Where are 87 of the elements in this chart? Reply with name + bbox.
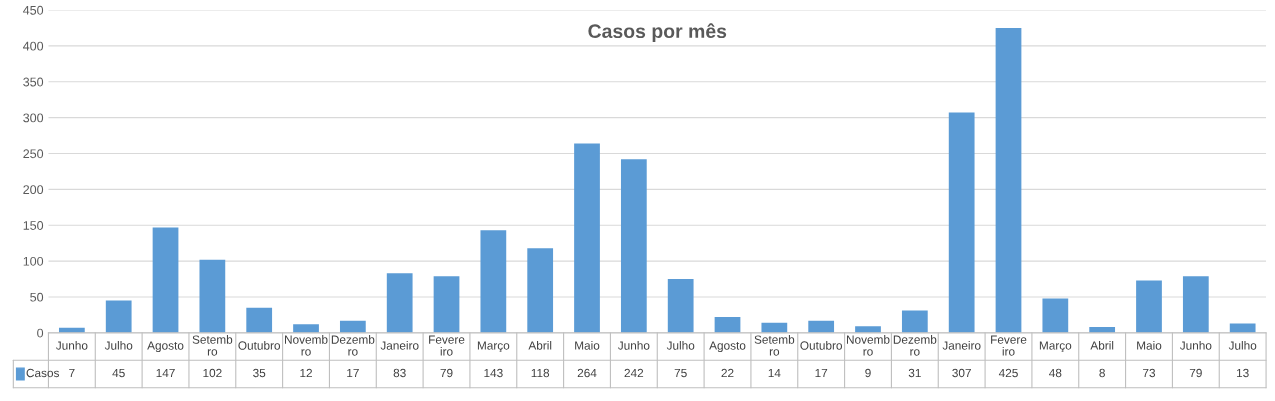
x-tick-label: Janeiro	[380, 341, 419, 350]
bar	[293, 324, 319, 333]
data-label: 147	[156, 368, 175, 378]
x-tick-label: Agosto	[147, 341, 184, 353]
bar	[714, 317, 741, 333]
y-tick-label: 350	[23, 77, 44, 87]
data-label: 48	[1049, 368, 1062, 378]
data-label: 14	[768, 368, 781, 378]
bar	[480, 230, 507, 333]
x-tick-label: Junho	[1179, 341, 1212, 350]
x-tick-label: Dezembro	[893, 335, 937, 356]
data-label: 9	[865, 368, 871, 378]
bar	[1182, 276, 1209, 333]
bar	[246, 307, 273, 333]
bar	[1042, 298, 1069, 333]
y-tick-label: 150	[23, 221, 44, 230]
bar	[948, 112, 975, 333]
y-tick-label: 50	[30, 292, 44, 302]
bar	[339, 320, 366, 333]
data-label: 13	[1236, 368, 1249, 378]
data-label: 8	[1099, 368, 1105, 378]
data-label: 31	[908, 368, 921, 378]
data-label: 7	[69, 368, 75, 378]
data-label: 83	[393, 368, 406, 378]
x-tick-label: Fevereiro	[429, 335, 465, 356]
x-tick-label: Agosto	[709, 341, 746, 353]
data-label: 143	[484, 368, 503, 378]
x-tick-label: Junho	[55, 341, 88, 350]
x-tick-label: Maio	[1137, 341, 1162, 350]
bar	[199, 259, 226, 333]
bar	[761, 322, 788, 333]
x-tick-label: Setembro	[754, 335, 795, 356]
data-label: 22	[721, 368, 734, 378]
data-label: 75	[674, 368, 687, 378]
data-label: 17	[815, 368, 828, 378]
bar	[433, 276, 460, 333]
data-label: 307	[952, 368, 971, 378]
bar	[152, 227, 179, 333]
y-tick-label: 0	[37, 328, 44, 338]
data-label: 79	[1189, 368, 1202, 378]
text: Casos por mês	[588, 23, 727, 42]
bar	[855, 326, 881, 333]
data-label: 118	[531, 368, 550, 378]
x-tick-label: Outubro	[238, 341, 281, 350]
bar	[386, 273, 413, 333]
data-label: 102	[203, 368, 222, 378]
data-label: 73	[1143, 368, 1156, 378]
data-label: 242	[624, 368, 644, 378]
x-tick-label: Junho	[617, 341, 650, 350]
data-label: 45	[112, 368, 125, 378]
x-tick-label: Setembro	[192, 335, 233, 356]
x-tick-label: Outubro	[800, 341, 843, 350]
y-tick-label: 200	[23, 185, 44, 195]
bar	[574, 143, 600, 333]
y-tick-label: 100	[23, 256, 44, 266]
x-tick-label: Março	[477, 341, 510, 353]
bar	[667, 279, 694, 333]
bar	[808, 320, 835, 333]
x-tick-label: Julho	[1228, 341, 1257, 350]
x-tick-label: Maio	[575, 341, 600, 350]
y-tick-label: 250	[23, 149, 44, 159]
bar	[1136, 280, 1162, 333]
y-tick-label: 300	[23, 113, 44, 123]
y-tick-label: 450	[23, 5, 44, 15]
x-tick-label: Abril	[528, 341, 552, 350]
bar	[620, 159, 647, 333]
x-tick-label: Dezembro	[331, 335, 375, 356]
x-tick-label: Abril	[1090, 341, 1114, 350]
data-label: 17	[347, 368, 359, 378]
data-label: 35	[253, 368, 266, 378]
x-tick-label: Março	[1039, 341, 1072, 353]
bar	[901, 310, 928, 333]
data-label: 425	[998, 368, 1018, 378]
x-tick-label: Novembro	[285, 335, 328, 356]
x-tick-label: Julho	[666, 341, 695, 350]
x-tick-label: Julho	[104, 341, 133, 350]
data-label: 264	[577, 368, 597, 378]
data-label: 12	[300, 368, 312, 378]
x-tick-label: Janeiro	[942, 341, 981, 350]
legend-label: Casos	[26, 368, 60, 378]
x-tick-label: Novembro	[847, 335, 890, 356]
data-label: 79	[440, 368, 453, 378]
y-tick-label: 400	[23, 41, 44, 51]
bar	[995, 27, 1022, 333]
bar	[105, 300, 132, 333]
bar	[527, 248, 554, 333]
x-tick-label: Fevereiro	[991, 335, 1027, 356]
